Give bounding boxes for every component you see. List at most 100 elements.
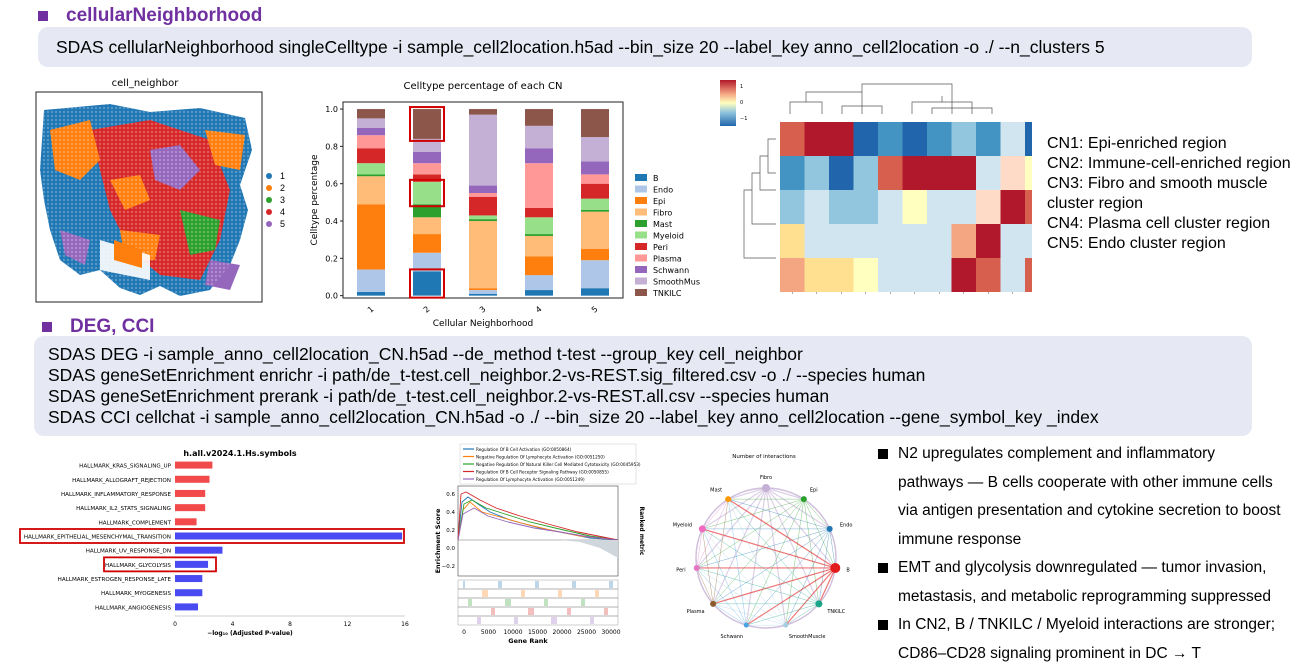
heatmap-cell [902, 156, 927, 190]
legend-swatch [635, 185, 647, 193]
interaction-edge [702, 528, 836, 569]
heatmap-cell [927, 156, 952, 190]
section-title-cellular-neighborhood: cellularNeighborhood [38, 5, 262, 27]
x-tick-label: 5 [590, 305, 600, 315]
stacked-bar-segment [413, 109, 441, 139]
legend-dot-icon [266, 209, 272, 215]
hallmark-bar-svg: h.all.v2024.1.Hs.symbols HALLMARK_KRAS_SI… [19, 449, 409, 637]
legend-swatch [635, 231, 647, 239]
bullet-square-icon [42, 322, 52, 332]
interaction-edge [765, 487, 836, 569]
column-dendrogram [789, 83, 993, 114]
y-axis-label: Enrichment Score [434, 508, 442, 573]
network-node [815, 600, 823, 608]
y-axis-label: Celltype percentage [310, 154, 320, 245]
network-node [698, 525, 706, 533]
legend-label: Negative Regulation Of Natural Killer Ce… [476, 462, 641, 467]
interaction-edge [702, 528, 786, 626]
hbar-label: HALLMARK_GLYCOLYSIS [105, 563, 171, 569]
hbar-label: HALLMARK_COMPLEMENT [99, 520, 172, 526]
y-tick-label: 0.0 [446, 546, 455, 552]
interaction-edge [818, 567, 836, 605]
interaction-edge [785, 603, 820, 626]
stacked-bar-segment [413, 138, 441, 152]
hit-lane [457, 606, 619, 617]
y-tick-label: 0.2 [325, 254, 338, 263]
hbar [175, 532, 403, 540]
hallmark-bar-chart: h.all.v2024.1.Hs.symbols HALLMARK_KRAS_SI… [18, 442, 418, 660]
x-tick-label: 8 [288, 621, 292, 628]
finding-item: EMT and glycolysis downregulated — tumor… [876, 554, 1304, 611]
heatmap-cell [829, 224, 854, 258]
interaction-edge [696, 567, 747, 626]
interaction-edge [746, 528, 830, 626]
heatmap-cell [804, 224, 829, 258]
x-axis-label: Gene Rank [508, 637, 548, 645]
stacked-bar-segment [469, 221, 497, 289]
heatmap-cell [853, 156, 878, 190]
hbar-label: HALLMARK_ANGIOGENESIS [95, 605, 171, 611]
section-title-text: cellularNeighborhood [66, 5, 263, 26]
interaction-edge [713, 603, 786, 626]
hbar-label: HALLMARK_EPITHELIAL_MESENCHYMAL_TRANSITI… [24, 535, 171, 541]
node-label: Fibro [760, 475, 772, 481]
finding-line: metastasis, and metabolic reprogramming … [898, 587, 1272, 605]
legend-label: Negative Regulation Of Lymphocyte Activa… [476, 455, 605, 460]
stacked-bar-segment [581, 288, 609, 296]
hbar-label: HALLMARK_KRAS_SIGNALING_UP [79, 464, 171, 470]
y-tick-label: 0.2 [446, 528, 455, 534]
network-node [693, 564, 700, 571]
heatmap-cell [804, 190, 829, 224]
highlight-box [103, 556, 217, 573]
stacked-bar-segment [525, 235, 553, 257]
command-line: SDAS DEG -i sample_anno_cell2location_CN… [48, 344, 803, 364]
x-tick-label: 20000 [552, 629, 571, 636]
heatmap-cell [804, 122, 829, 156]
stacked-bar-segment [525, 275, 553, 291]
finding-line: pathways — B cells cooperate with other … [898, 473, 1273, 491]
stacked-bar-segment [357, 204, 385, 270]
stacked-bar-segment [581, 249, 609, 261]
stacked-bar-segment [525, 125, 553, 149]
node-label: Peri [676, 568, 685, 574]
legend-label: Regulation Of Lymphocyte Activation (GO:… [476, 477, 585, 482]
legend-label: Epi [653, 197, 665, 206]
stacked-bar-segment [581, 260, 609, 289]
spatial-map-plot [35, 91, 263, 303]
interaction-edge [785, 499, 805, 626]
hbar [175, 489, 206, 497]
stacked-bar-segment [525, 217, 553, 235]
interaction-edge [696, 498, 804, 569]
interaction-edge [765, 487, 830, 530]
section-title-text: DEG, CCI [70, 316, 155, 337]
stacked-bar-segment [581, 183, 609, 199]
legend-label: 2 [280, 183, 286, 193]
finding-item: In CN2, B / TNKILC / Myeloid interaction… [876, 611, 1304, 668]
heatmap-cell [1025, 224, 1050, 258]
interaction-edge [727, 487, 767, 500]
stacked-bar-segment [357, 176, 385, 205]
network-node [826, 525, 833, 532]
heatmap-cell [780, 258, 805, 292]
interaction-edge [746, 603, 819, 626]
interaction-edge [746, 499, 805, 626]
stacked-bar-segment [469, 193, 497, 197]
hbar-label: HALLMARK_IL2_STATS_SIGNALING [76, 506, 171, 512]
interaction-edge [696, 567, 714, 604]
legend-label: Endo [653, 186, 673, 195]
finding-line: immune response [898, 530, 1022, 548]
node-label: SmoothMuscle [789, 634, 826, 640]
cn-description: CN1: Epi-enriched region [1047, 135, 1227, 152]
heatmap-cell [853, 190, 878, 224]
heatmap-cell [878, 156, 903, 190]
stacked-bar-segment [413, 181, 441, 205]
stacked-bar-segment [581, 211, 609, 249]
hbar [175, 475, 210, 483]
hbar-label: HALLMARK_INFLAMMATORY_RESPONSE [61, 492, 171, 498]
hit-lane [457, 588, 619, 599]
heatmap-cell [927, 258, 952, 292]
interaction-edge [702, 487, 767, 530]
y-tick-label: 1.0 [325, 105, 338, 114]
heatmap-panel: 1 0 −1 [712, 72, 1052, 320]
command-line: SDAS geneSetEnrichment prerank -i path/d… [48, 386, 830, 406]
